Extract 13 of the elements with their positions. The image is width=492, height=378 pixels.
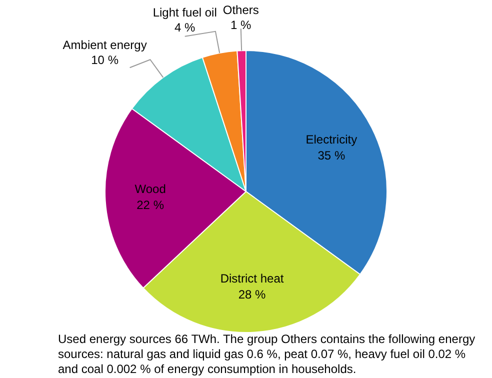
data-label: 10 % bbox=[91, 52, 119, 67]
slice-label: Wood bbox=[134, 182, 166, 196]
data-label: 1 % bbox=[230, 18, 252, 32]
data-label: 4 % bbox=[174, 20, 196, 35]
slice-label: District heat bbox=[220, 272, 284, 286]
slice-label: Electricity bbox=[306, 132, 358, 146]
slice-label: Others bbox=[222, 2, 259, 17]
slice-label: Ambient energy bbox=[62, 38, 147, 52]
data-label: 35 % bbox=[318, 148, 346, 162]
data-label: 28 % bbox=[238, 288, 266, 302]
slice-label: Light fuel oil bbox=[152, 6, 217, 20]
data-label: 22 % bbox=[136, 198, 164, 212]
text: Used energy sources 66 TWh. The group Others contains the following energy sources: natural gas and liquid gas 0.6 %, peat 0.07 %, heavy fuel oil 0.02 % and coal 0.002 % of energy consumption in households. bbox=[58, 332, 476, 377]
